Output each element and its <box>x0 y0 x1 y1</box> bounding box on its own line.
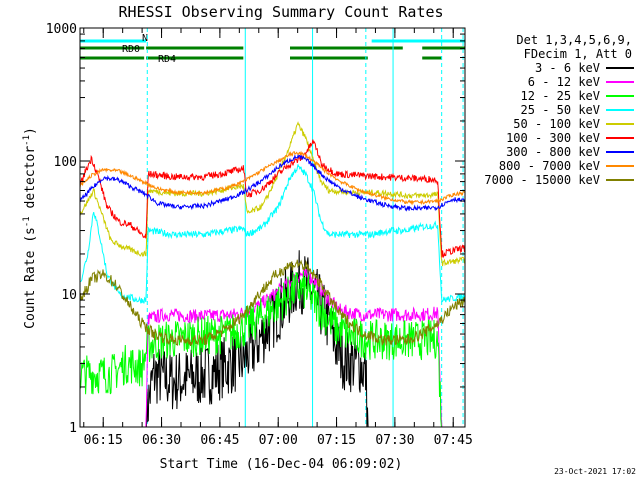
series-line-3 <box>79 164 466 304</box>
y-tick-label-3: 1000 <box>46 22 77 37</box>
y-tick-label-1: 10 <box>61 288 77 303</box>
x-tick-label-6: 07:45 <box>434 433 473 448</box>
legend-label-3: 25 - 50 keV <box>521 103 600 117</box>
y-axis-label-end: ) <box>23 127 38 135</box>
y-axis-label-sup1: -1 <box>22 216 32 227</box>
legend-label-7: 800 - 7000 keV <box>499 159 600 173</box>
legend: Det 1,3,4,5,6,9, FDecim 1, Att 0 3 - 6 k… <box>484 33 634 187</box>
plot-frame <box>79 27 466 428</box>
chart-title: RHESSI Observing Summary Count Rates <box>118 3 443 21</box>
x-tick-label-1: 06:30 <box>142 433 181 448</box>
y-axis-label: Count Rate (s-1 detector-1) <box>22 127 38 329</box>
y-axis-label-mid: detector <box>23 146 38 217</box>
flag-label-n: N <box>142 33 148 44</box>
x-tick-label-2: 06:45 <box>200 433 239 448</box>
series-line-6 <box>79 153 466 212</box>
footer-date: 23-Oct-2021 17:02 <box>554 467 636 476</box>
legend-label-2: 12 - 25 keV <box>521 89 600 103</box>
series-line-4 <box>79 121 466 267</box>
legend-header-line-2: FDecim 1, Att 0 <box>524 47 632 61</box>
y-axis-label-main: Count Rate (s <box>23 227 38 329</box>
series-line-7 <box>79 150 466 206</box>
x-tick-label-4: 07:15 <box>317 433 356 448</box>
series-line-2 <box>79 271 465 428</box>
y-axis-label-sup2: -1 <box>22 135 32 146</box>
legend-label-4: 50 - 100 keV <box>513 117 600 131</box>
legend-label-5: 100 - 300 keV <box>506 131 600 145</box>
y-tick-label-2: 100 <box>54 155 77 170</box>
x-tick-label-3: 07:00 <box>259 433 298 448</box>
legend-label-1: 6 - 12 keV <box>528 75 600 89</box>
y-axis-ticks: 1 10 100 1000 <box>46 22 465 436</box>
legend-header-line-1: Det 1,3,4,5,6,9, <box>516 33 632 47</box>
x-tick-label-5: 07:30 <box>375 433 414 448</box>
legend-label-6: 300 - 800 keV <box>506 145 600 159</box>
y-tick-label-0: 1 <box>69 421 77 436</box>
x-axis-label: Start Time (16-Dec-04 06:09:02) <box>160 457 403 472</box>
flag-label-rd0: RD0 <box>122 44 140 55</box>
series-line-8 <box>79 259 466 347</box>
legend-label-8: 7000 - 15000 keV <box>484 173 600 187</box>
x-axis-ticks: 06:15 06:30 06:45 07:00 07:15 07:30 07:45 <box>83 28 473 448</box>
legend-label-0: 3 - 6 keV <box>535 61 600 75</box>
x-tick-label-0: 06:15 <box>84 433 123 448</box>
flag-label-rd4: RD4 <box>158 54 176 65</box>
series-line-5 <box>79 139 466 259</box>
